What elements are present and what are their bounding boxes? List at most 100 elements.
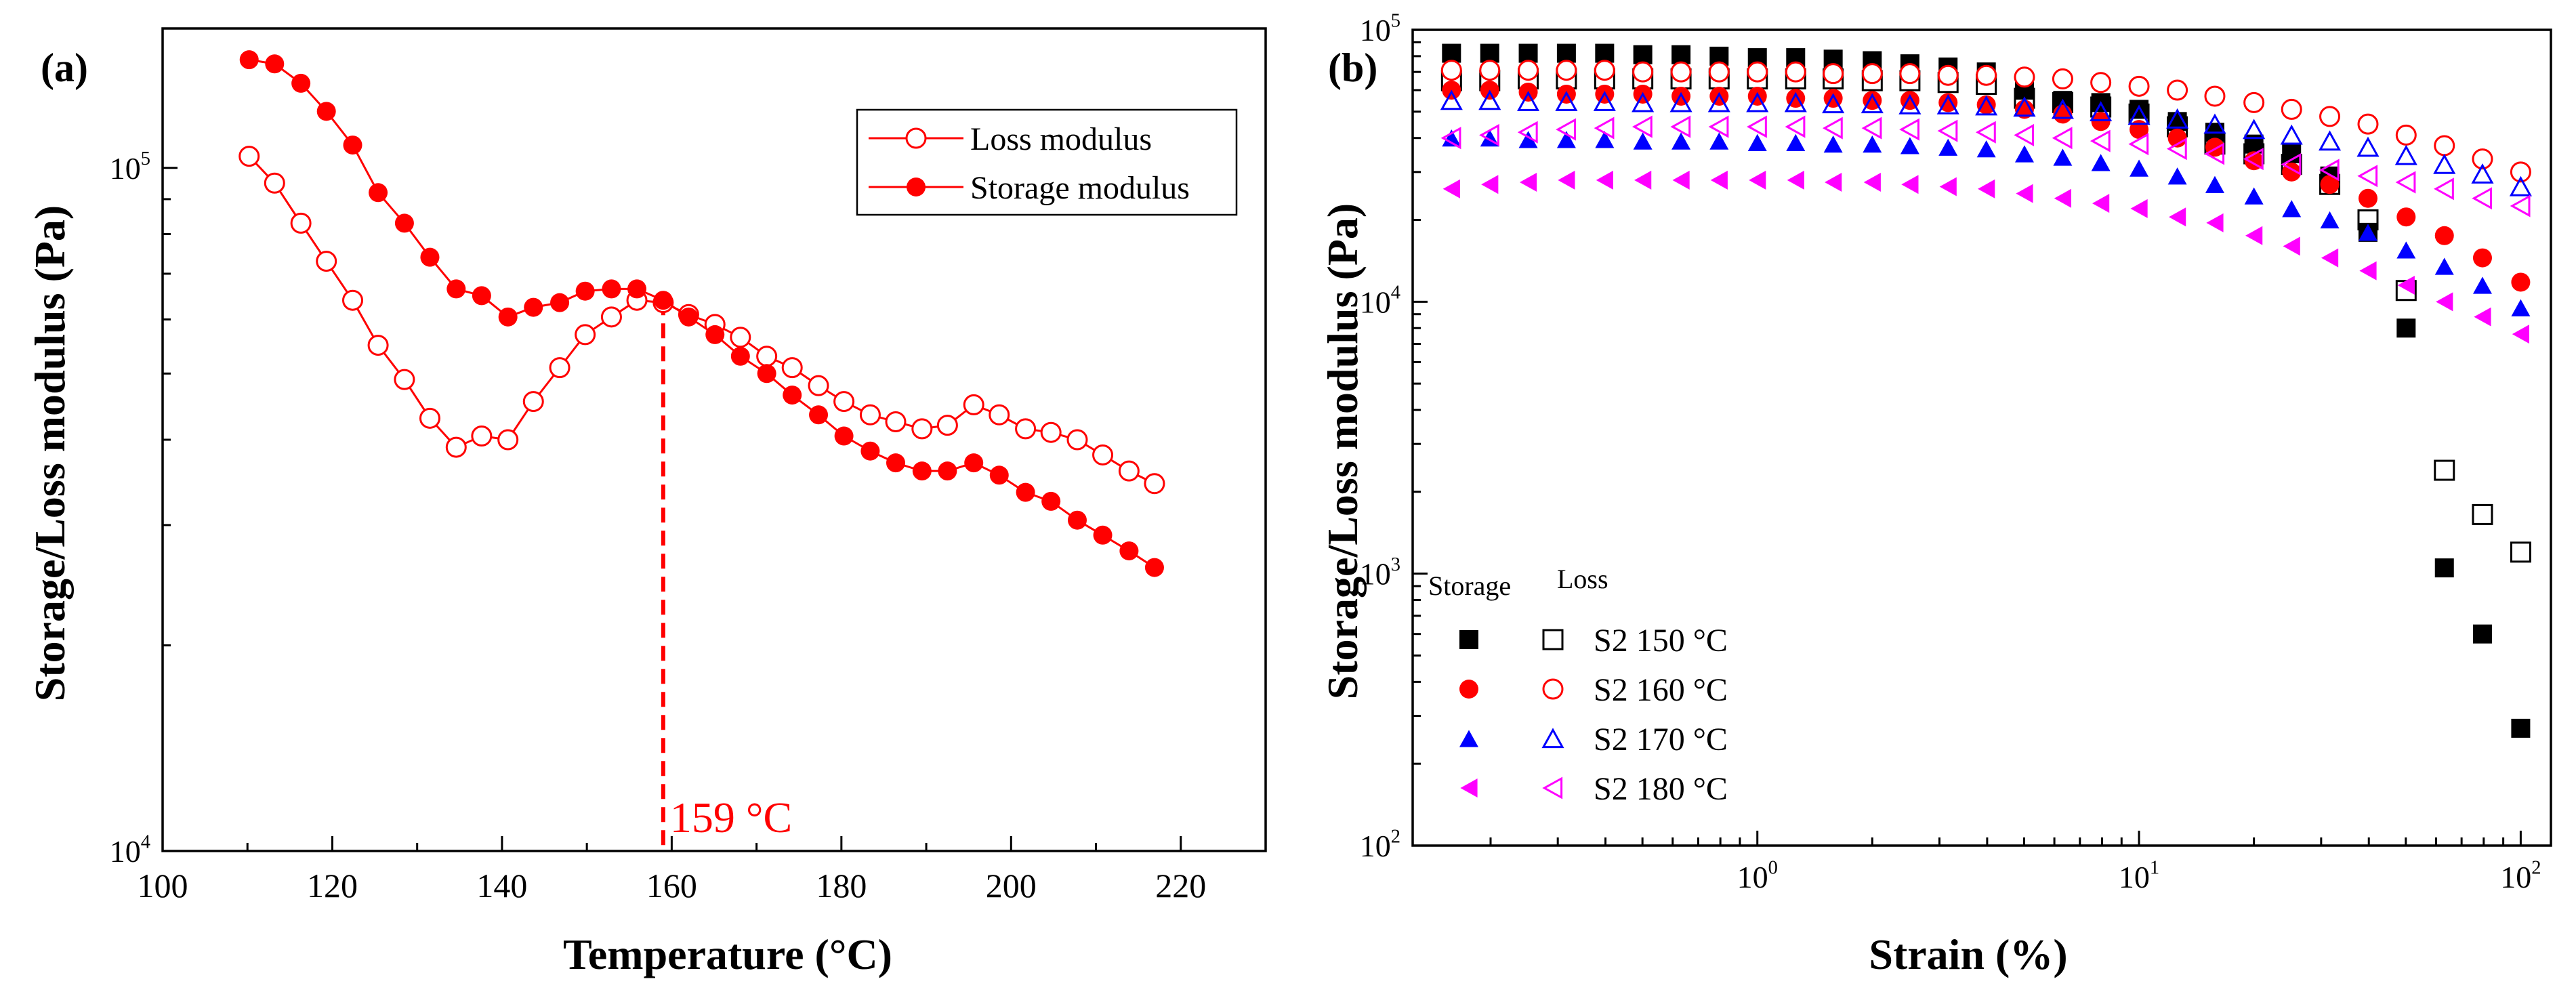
data-point bbox=[1144, 558, 1164, 577]
data-point bbox=[1041, 491, 1061, 511]
y-tick-label-b-exp: 3 bbox=[1391, 554, 1400, 575]
data-point bbox=[2434, 257, 2454, 275]
data-point bbox=[2014, 66, 2035, 88]
data-point bbox=[1936, 94, 1959, 115]
data-point bbox=[1710, 170, 1728, 190]
data-point bbox=[343, 136, 362, 155]
data-point bbox=[291, 73, 311, 93]
data-point bbox=[2509, 175, 2532, 196]
data-point bbox=[1669, 91, 1692, 112]
data-point bbox=[1861, 117, 1882, 140]
y-tick-label-b-exp: 5 bbox=[1391, 10, 1400, 31]
data-point bbox=[1632, 61, 1654, 83]
data-point bbox=[2472, 276, 2492, 294]
data-point bbox=[963, 394, 984, 415]
data-point bbox=[2014, 145, 2034, 163]
data-point bbox=[1040, 421, 1062, 443]
data-point bbox=[1899, 63, 1921, 85]
data-point bbox=[1863, 173, 1881, 192]
data-point bbox=[2436, 292, 2453, 312]
data-point bbox=[1937, 119, 1958, 142]
data-point bbox=[2511, 272, 2531, 292]
data-point bbox=[1747, 115, 1767, 138]
data-point bbox=[2319, 159, 2340, 182]
data-point bbox=[367, 335, 389, 356]
data-point bbox=[1092, 444, 1114, 465]
data-point bbox=[1440, 60, 1462, 81]
y-tick-label-b-base: 10 bbox=[1360, 13, 1391, 47]
data-point bbox=[2204, 85, 2226, 107]
data-point bbox=[2320, 211, 2340, 229]
data-point bbox=[2130, 199, 2148, 218]
data-point bbox=[1478, 89, 1501, 110]
data-point bbox=[549, 357, 570, 379]
data-point bbox=[2471, 163, 2494, 184]
data-point bbox=[756, 346, 778, 367]
data-point bbox=[1067, 510, 1087, 530]
data-point bbox=[2397, 275, 2415, 295]
data-point bbox=[2472, 624, 2492, 644]
data-point bbox=[2433, 153, 2456, 174]
data-point bbox=[989, 465, 1009, 485]
legend-marker-loss bbox=[1542, 678, 1564, 700]
data-point bbox=[2130, 159, 2149, 177]
data-point bbox=[964, 453, 984, 473]
data-point bbox=[1670, 115, 1691, 138]
data-point bbox=[524, 297, 543, 317]
series-s2-180-c-storage bbox=[1442, 170, 2529, 344]
legend-marker-storage bbox=[1459, 630, 1478, 649]
data-point bbox=[1144, 473, 1165, 495]
y-tick-label-b: 103 bbox=[1360, 554, 1400, 592]
data-point bbox=[446, 279, 466, 299]
data-point bbox=[2243, 91, 2265, 113]
data-point bbox=[1633, 45, 1653, 64]
data-point bbox=[1118, 460, 1140, 482]
data-point bbox=[2320, 175, 2340, 194]
legend-marker-loss bbox=[1541, 728, 1564, 749]
data-point bbox=[2166, 138, 2187, 161]
data-point bbox=[1785, 115, 1806, 138]
legend-box-a bbox=[856, 108, 1238, 216]
legend-header-storage: Storage bbox=[1428, 570, 1511, 601]
data-point bbox=[2396, 241, 2416, 259]
legend-b: Storage Loss S2 150 °C S2 160 °C S2 170 °C S2… bbox=[1428, 564, 1728, 807]
data-point bbox=[1593, 91, 1616, 111]
data-point bbox=[2090, 129, 2111, 152]
data-point bbox=[1556, 118, 1576, 141]
x-tick-label-b-base: 10 bbox=[2119, 860, 2150, 894]
data-point bbox=[2511, 718, 2531, 738]
data-point bbox=[2091, 112, 2111, 131]
data-point bbox=[2091, 154, 2111, 171]
data-point bbox=[1633, 132, 1653, 150]
plot-frame-a bbox=[161, 27, 1267, 852]
x-axis-label-b: Strain (%) bbox=[1869, 930, 2067, 978]
data-point bbox=[264, 172, 285, 194]
data-point bbox=[1708, 61, 1730, 83]
data-point bbox=[1861, 93, 1884, 114]
data-point bbox=[1479, 123, 1499, 146]
data-point bbox=[2283, 236, 2300, 256]
data-point bbox=[936, 415, 958, 436]
data-point bbox=[445, 436, 467, 458]
data-point bbox=[1976, 140, 1996, 158]
data-point bbox=[1442, 43, 1461, 63]
data-point bbox=[1822, 117, 1843, 140]
data-point bbox=[1517, 121, 1538, 144]
data-point bbox=[2243, 119, 2266, 140]
data-point bbox=[1479, 60, 1501, 81]
data-point bbox=[2321, 248, 2339, 268]
legend-marker bbox=[905, 127, 927, 149]
annotation-label: 159 °C bbox=[670, 793, 792, 842]
data-point bbox=[783, 386, 802, 405]
data-point bbox=[239, 50, 259, 70]
x-tick-label-b: 101 bbox=[2119, 857, 2159, 894]
data-point bbox=[2394, 144, 2417, 165]
data-point bbox=[550, 293, 570, 312]
data-point bbox=[705, 325, 725, 344]
x-tick-label-b-base: 10 bbox=[2500, 860, 2531, 894]
data-point bbox=[886, 453, 905, 473]
legend-label: S2 180 °C bbox=[1594, 771, 1728, 807]
data-point bbox=[1976, 64, 1997, 86]
data-point bbox=[2130, 100, 2149, 119]
